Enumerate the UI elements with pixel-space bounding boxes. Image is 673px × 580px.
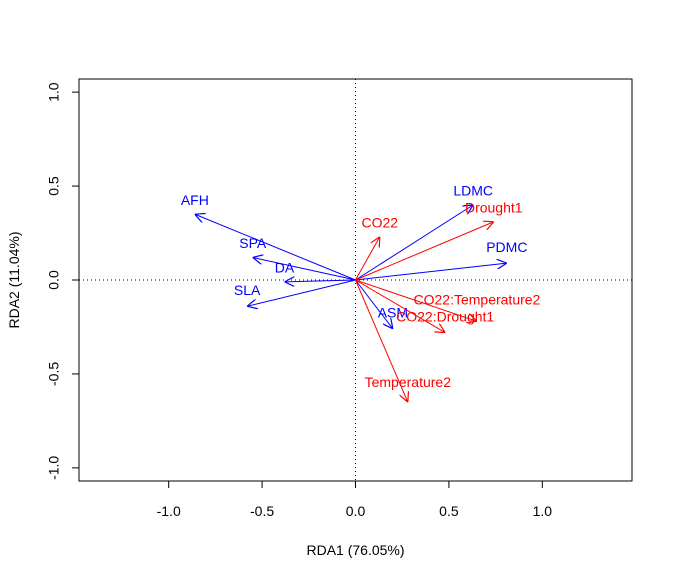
arrow-label-sla: SLA bbox=[234, 282, 261, 298]
arrow-label-drought1: Drought1 bbox=[465, 199, 523, 215]
y-axis: -1.0 -0.5 0.0 0.5 1.0 bbox=[46, 82, 80, 480]
arrow-label-spa: SPA bbox=[239, 235, 267, 251]
x-tick-label: 1.0 bbox=[533, 503, 553, 519]
arrow-label-afh: AFH bbox=[181, 192, 209, 208]
y-tick-label: -0.5 bbox=[46, 362, 62, 386]
arrow-co22 bbox=[355, 237, 380, 281]
arrow-label-pdmc: PDMC bbox=[486, 239, 527, 255]
arrow-temperature2 bbox=[355, 279, 408, 402]
arrow-da bbox=[285, 280, 356, 282]
x-tick-label: -1.0 bbox=[157, 503, 181, 519]
y-tick-label: 0.0 bbox=[46, 270, 62, 290]
arrow-pdmc bbox=[355, 263, 507, 281]
arrow-drought1 bbox=[355, 222, 494, 281]
y-tick-label: 0.5 bbox=[46, 176, 62, 196]
x-axis-label: RDA1 (76.05%) bbox=[306, 542, 404, 558]
biplot-arrows: AFH SPA DA SLA LDMC PDMC ASM CO22 Drought1 CO22:T… bbox=[181, 182, 541, 402]
x-tick-label: 0.0 bbox=[346, 503, 366, 519]
arrow-co22-drought1 bbox=[355, 279, 446, 333]
arrow-label-temperature2: Temperature2 bbox=[365, 374, 452, 390]
arrow-ldmc bbox=[355, 205, 474, 281]
x-axis: -1.0 -0.5 0.0 0.5 1.0 bbox=[157, 480, 553, 519]
arrow-label-asm: ASM bbox=[378, 305, 408, 321]
arrow-afh bbox=[195, 214, 356, 281]
y-axis-label: RDA2 (11.04%) bbox=[6, 231, 22, 328]
x-tick-label: -0.5 bbox=[250, 503, 274, 519]
y-tick-label: 1.0 bbox=[46, 82, 62, 102]
arrow-co22-temperature2 bbox=[355, 279, 477, 321]
arrow-sla bbox=[247, 279, 356, 306]
arrow-spa bbox=[253, 257, 356, 281]
arrow-label-da: DA bbox=[275, 259, 295, 275]
arrow-label-ldmc: LDMC bbox=[453, 182, 493, 198]
arrow-label-co22-temperature2: CO22:Temperature2 bbox=[414, 291, 541, 307]
y-tick-label: -1.0 bbox=[46, 456, 62, 480]
x-tick-label: 0.5 bbox=[439, 503, 459, 519]
arrow-label-co22: CO22 bbox=[361, 214, 398, 230]
arrow-label-co22-drought1: CO22:Drought1 bbox=[396, 308, 494, 324]
arrow-asm bbox=[355, 279, 393, 329]
